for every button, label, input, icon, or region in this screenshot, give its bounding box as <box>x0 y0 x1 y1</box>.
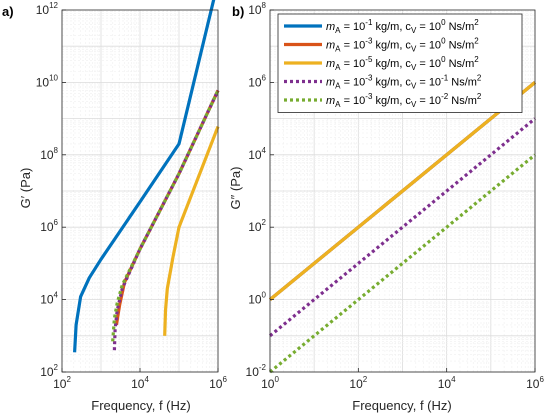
panel-a-ylabel: G′ (Pa) <box>18 168 33 209</box>
panel-b-ytick-label: 104 <box>248 146 266 162</box>
panel-b-xtick-label: 100 <box>261 375 279 391</box>
panel-b-series <box>268 81 537 374</box>
panel-b: b) G″ (Pa) Frequency, f (Hz) 100 102 104 10… <box>228 1 544 413</box>
panel-a-xlabel: Frequency, f (Hz) <box>91 398 190 413</box>
legend-label-1: mA = 10-1 kg/m, cV = 100 Ns/m2 <box>326 18 479 35</box>
panel-b-xtick-label: 102 <box>349 375 367 391</box>
panel-b-label: b) <box>232 4 244 19</box>
panel-a-ytick-label: 1012 <box>36 1 59 17</box>
panel-a-series <box>73 0 220 353</box>
panel-a-grid <box>61 10 218 373</box>
panel-b-ytick-label: 10-2 <box>246 363 267 379</box>
legend-label-2: mA = 10-3 kg/m, cV = 100 Ns/m2 <box>326 37 479 54</box>
panel-b-ylabel: G″ (Pa) <box>228 167 243 210</box>
panel-b-ytick-label: 106 <box>248 73 266 89</box>
panel-a-ytick-label: 108 <box>40 146 58 162</box>
panel-a-ytick-label: 102 <box>40 363 58 379</box>
panel-b-legend: mA = 10-1 kg/m, cV = 100 Ns/m2 mA = 10-3 … <box>277 13 523 113</box>
legend-label-5: mA = 10-3 kg/m, cV = 10-2 Ns/m2 <box>326 92 482 109</box>
panel-a-ticks: 102 104 106 102 104 106 108 1010 1012 <box>36 1 228 391</box>
panel-a-xtick-label: 106 <box>209 375 227 391</box>
panel-b-xtick-label: 106 <box>526 375 544 391</box>
panel-a-ytick-label: 1010 <box>36 73 59 89</box>
panel-a-series-3 <box>163 126 220 336</box>
panel-a-xtick-label: 104 <box>131 375 149 391</box>
panel-b-xtick-label: 104 <box>438 375 456 391</box>
legend-label-4: mA = 10-3 kg/m, cV = 10-1 Ns/m2 <box>326 74 482 91</box>
panel-b-series-3 <box>268 81 537 301</box>
panel-b-ytick-label: 102 <box>248 218 266 234</box>
panel-a-ytick-label: 106 <box>40 218 58 234</box>
panel-a-label: a) <box>2 4 14 19</box>
panel-a: a) G′ (Pa) Frequency, f (Hz) 102 104 10610… <box>2 0 227 413</box>
panel-a-ytick-label: 104 <box>40 291 58 307</box>
legend-label-3: mA = 10-5 kg/m, cV = 100 Ns/m2 <box>326 55 479 72</box>
panel-b-frame <box>269 9 536 373</box>
panel-b-ytick-label: 108 <box>248 1 266 17</box>
panel-a-xtick-label: 102 <box>53 375 71 391</box>
panel-b-xlabel: Frequency, f (Hz) <box>352 398 451 413</box>
panel-b-ytick-label: 100 <box>248 291 266 307</box>
panel-a-series-5 <box>111 89 220 342</box>
panel-a-series-1 <box>73 0 216 353</box>
